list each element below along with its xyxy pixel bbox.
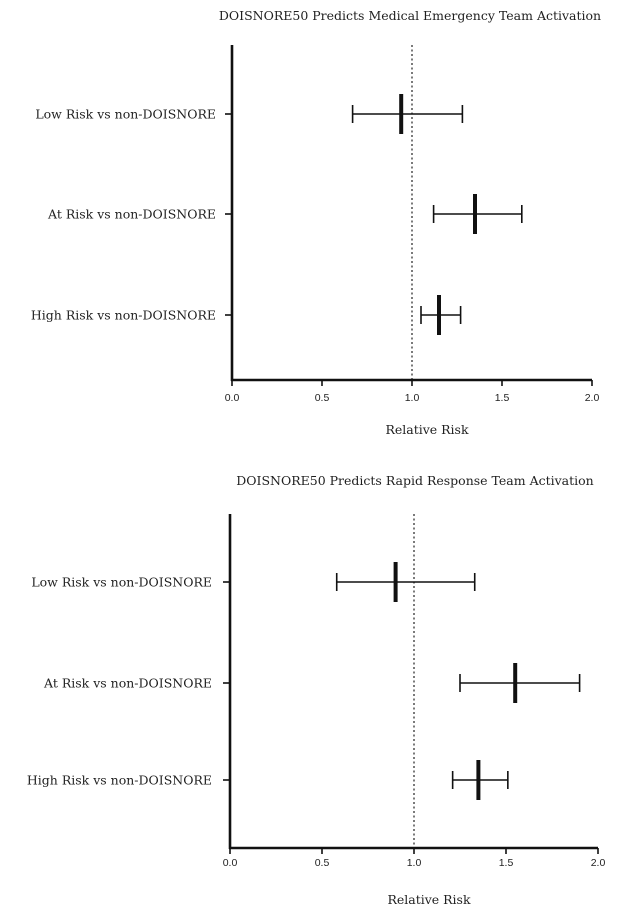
x-tick-label: 2.0 bbox=[591, 857, 606, 869]
x-tick-label: 0.0 bbox=[225, 392, 240, 404]
category-label: Low Risk vs non-DOISNORE bbox=[35, 107, 216, 122]
x-tick-label: 0.5 bbox=[315, 857, 330, 869]
x-axis-label: Relative Risk bbox=[387, 892, 471, 907]
x-tick-label: 0.0 bbox=[223, 857, 238, 869]
x-tick-label: 1.0 bbox=[405, 392, 420, 404]
x-tick-label: 1.0 bbox=[407, 857, 422, 869]
chart-title: DOISNORE50 Predicts Medical Emergency Te… bbox=[219, 8, 601, 23]
x-tick-label: 1.5 bbox=[495, 392, 510, 404]
x-tick-label: 1.5 bbox=[499, 857, 514, 869]
category-label: At Risk vs non-DOISNORE bbox=[47, 207, 216, 222]
chart-title: DOISNORE50 Predicts Rapid Response Team … bbox=[236, 473, 593, 488]
x-tick-label: 0.5 bbox=[315, 392, 330, 404]
chart-medical-emergency-team: DOISNORE50 Predicts Medical Emergency Te… bbox=[31, 8, 601, 437]
category-label: High Risk vs non-DOISNORE bbox=[31, 308, 216, 323]
category-label: Low Risk vs non-DOISNORE bbox=[31, 575, 212, 590]
x-axis-label: Relative Risk bbox=[385, 422, 469, 437]
x-tick-label: 2.0 bbox=[585, 392, 600, 404]
category-label: At Risk vs non-DOISNORE bbox=[43, 676, 212, 691]
category-label: High Risk vs non-DOISNORE bbox=[27, 773, 212, 788]
chart-rapid-response-team: DOISNORE50 Predicts Rapid Response Team … bbox=[27, 473, 606, 907]
